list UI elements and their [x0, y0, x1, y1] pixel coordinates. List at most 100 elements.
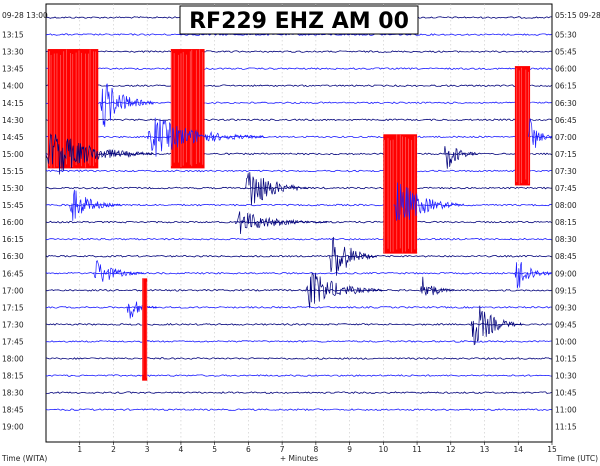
trace-row-13 [45, 237, 552, 241]
row-label-right: 10:15 [555, 355, 577, 364]
row-label-left: 17:30 [2, 320, 24, 329]
row-label-right: 09:30 [555, 303, 577, 312]
event-signal-14 [305, 272, 383, 309]
row-label-left: 18:15 [2, 372, 24, 381]
trace-row-22 [46, 391, 552, 394]
trace-row-7 [45, 135, 552, 139]
row-label-right: 07:30 [555, 167, 577, 176]
x-tick-label: 13 [480, 445, 490, 454]
event-signal-17 [420, 276, 455, 296]
trace-row-20 [45, 357, 552, 360]
trace-row-19 [45, 340, 552, 343]
trace-row-9 [45, 169, 552, 173]
trace-layer [45, 16, 552, 411]
x-tick-label: 5 [212, 445, 217, 454]
row-label-left: 16:00 [2, 218, 24, 227]
trace-row-4 [45, 84, 552, 88]
row-label-right: 06:30 [555, 99, 577, 108]
row-label-right: 08:30 [555, 235, 577, 244]
row-label-right: 10:30 [555, 372, 577, 381]
row-label-right: 07:00 [555, 133, 577, 142]
trace-row-21 [45, 374, 552, 377]
x-tick-label: 7 [280, 445, 285, 454]
row-label-right: 06:00 [555, 65, 577, 74]
row-label-left: 13:45 [2, 65, 24, 74]
row-label-left: 18:30 [2, 389, 24, 398]
event-signal-16 [514, 262, 552, 289]
xlabel-right: Time (UTC) [556, 454, 599, 463]
event-signal-7 [528, 118, 552, 148]
xlabel-left: Time (WITA) [1, 454, 47, 463]
clipped-signal-6 [514, 66, 531, 186]
row-label-left: 14:45 [2, 133, 24, 142]
row-label-right: 09:45 [555, 320, 577, 329]
row-label-left: 18:45 [2, 406, 24, 415]
row-label-left: 13:30 [2, 48, 24, 57]
row-label-right: 10:45 [555, 389, 577, 398]
row-label-right: 06:15 [555, 82, 577, 91]
x-tick-label: 6 [246, 445, 251, 454]
chart-title: RF229 EHZ AM 00 [189, 9, 409, 34]
row-label-right: 05:45 [555, 48, 577, 57]
row-label-left: 15:45 [2, 201, 24, 210]
trace-row-14 [45, 254, 552, 258]
row-label-left: 15:30 [2, 184, 24, 193]
trace-row-8 [45, 152, 552, 156]
x-tick-label: 4 [179, 445, 184, 454]
event-signal-3 [146, 117, 265, 157]
event-signal-15 [93, 260, 144, 282]
event-signal-9 [69, 189, 121, 221]
event-signal-13 [329, 236, 377, 276]
trace-row-3 [45, 67, 552, 70]
x-tick-label: 14 [513, 445, 523, 454]
xlabel-center: + Minutes [280, 454, 318, 463]
event-signal-8 [244, 172, 310, 206]
trace-row-1 [45, 33, 552, 36]
x-tick-label: 10 [379, 445, 389, 454]
row-label-right: 09:15 [555, 286, 577, 295]
x-tick-label: 8 [313, 445, 318, 454]
row-label-left: 18:00 [2, 355, 24, 364]
row-label-left: 15:00 [2, 150, 24, 159]
x-tick-label: 2 [111, 445, 116, 454]
row-label-left: 16:45 [2, 269, 24, 278]
row-label-left: 16:30 [2, 252, 24, 261]
label-layer: 1 2 3 4 5 6 7 8 9 10 11 12 13 14 1513:1513:3013:4514:0… [2, 31, 577, 454]
row-label-right: 08:45 [555, 252, 577, 261]
clipped-signal-2 [170, 49, 205, 169]
trace-row-18 [45, 323, 552, 326]
row-label-right: 09:00 [555, 269, 577, 278]
trace-row-23 [45, 408, 552, 411]
event-signal-19 [470, 305, 522, 346]
row-label-left: 17:00 [2, 286, 24, 295]
row-label-right: 07:45 [555, 184, 577, 193]
trace-row-2 [45, 50, 552, 53]
plot-frame [45, 3, 553, 443]
row-label-left: 17:45 [2, 337, 24, 346]
row-label-left: 14:15 [2, 99, 24, 108]
event-signal-4 [45, 133, 154, 175]
row-label-left: 19:00 [2, 423, 24, 432]
x-tick-label: 12 [446, 445, 456, 454]
trace-row-11 [45, 203, 552, 207]
trace-row-16 [46, 288, 552, 292]
row-label-right: 11:00 [555, 406, 577, 415]
row-label-right: 07:15 [555, 150, 577, 159]
row-label-right: 08:00 [555, 201, 577, 210]
start-label-left: 09-28 13:00 [2, 11, 48, 20]
row-label-right: 06:45 [555, 116, 577, 125]
row-label-left: 14:00 [2, 82, 24, 91]
row-label-left: 16:15 [2, 235, 24, 244]
row-label-right: 05:30 [555, 31, 577, 40]
x-tick-label: 9 [347, 445, 352, 454]
title-box [179, 5, 419, 35]
trace-row-17 [45, 306, 552, 309]
trace-row-6 [45, 118, 552, 122]
row-label-left: 15:15 [2, 167, 24, 176]
clipped-signal-21 [142, 278, 148, 381]
row-label-right: 08:15 [555, 218, 577, 227]
x-tick-label: 11 [412, 445, 422, 454]
x-tick-label: 15 [547, 445, 557, 454]
event-signal-1 [99, 83, 154, 127]
